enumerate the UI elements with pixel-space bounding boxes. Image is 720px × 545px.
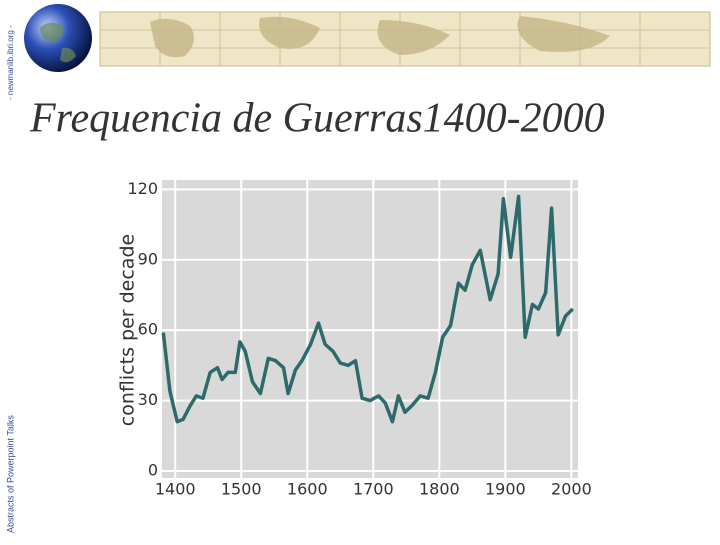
y-tick-label: 120 — [127, 179, 158, 198]
y-axis-label: conflicts per decade — [117, 234, 139, 426]
data-line — [161, 194, 574, 424]
y-tick-label: 0 — [148, 460, 158, 479]
map-banner — [99, 11, 711, 67]
globe-land — [40, 22, 76, 63]
y-tick-label: 60 — [138, 320, 158, 339]
y-tick-label: 30 — [138, 390, 158, 409]
side-text: Abstracts of Powerpoint Talks — [5, 415, 15, 533]
x-tick-label: 1800 — [419, 480, 460, 499]
x-tick-label: 1900 — [485, 480, 526, 499]
x-tick-label: 1500 — [221, 480, 262, 499]
x-tick-label: 1700 — [353, 480, 394, 499]
chart-title: Frequencia de Guerras1400-2000 — [29, 96, 605, 142]
x-tick-label: 2000 — [551, 480, 592, 499]
site-text: - newmanlib.ibri.org - — [6, 25, 15, 100]
y-tick-label: 90 — [138, 249, 158, 268]
x-tick-label: 1600 — [287, 480, 328, 499]
x-tick-label: 1400 — [155, 480, 196, 499]
